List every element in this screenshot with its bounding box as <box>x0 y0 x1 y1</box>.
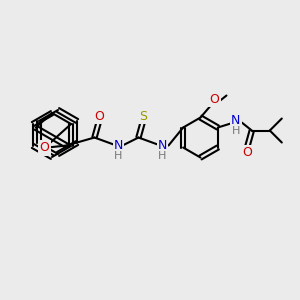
Text: O: O <box>40 141 50 154</box>
Text: N: N <box>158 139 167 152</box>
Text: H: H <box>114 151 123 160</box>
Text: O: O <box>242 146 252 159</box>
Text: O: O <box>209 93 219 106</box>
Text: H: H <box>232 125 240 136</box>
Text: O: O <box>94 110 104 123</box>
Text: N: N <box>114 139 123 152</box>
Text: N: N <box>231 114 241 127</box>
Text: S: S <box>140 110 148 123</box>
Text: H: H <box>158 151 167 160</box>
